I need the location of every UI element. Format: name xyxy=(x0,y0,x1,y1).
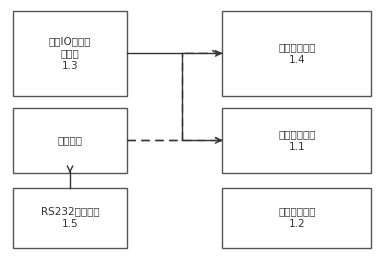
Text: 逻辑控制单元: 逻辑控制单元 xyxy=(278,42,316,52)
Text: 波形发生单元: 波形发生单元 xyxy=(278,129,316,139)
Text: 输入IO信号采: 输入IO信号采 xyxy=(49,36,91,46)
Bar xyxy=(13,11,127,96)
Text: 自控程序: 自控程序 xyxy=(58,135,83,145)
Text: 集单元: 集单元 xyxy=(61,48,79,58)
Text: 1.5: 1.5 xyxy=(62,219,78,229)
Text: 1.3: 1.3 xyxy=(62,61,78,71)
Text: 时钟发生单元: 时钟发生单元 xyxy=(278,207,316,217)
Bar xyxy=(222,188,371,248)
Text: 1.4: 1.4 xyxy=(288,54,305,64)
Bar xyxy=(13,188,127,248)
Text: 1.2: 1.2 xyxy=(288,219,305,229)
Text: RS232通信单元: RS232通信单元 xyxy=(41,207,99,217)
Bar xyxy=(222,108,371,173)
Text: 1.1: 1.1 xyxy=(288,141,305,152)
Bar xyxy=(13,108,127,173)
Bar xyxy=(222,11,371,96)
